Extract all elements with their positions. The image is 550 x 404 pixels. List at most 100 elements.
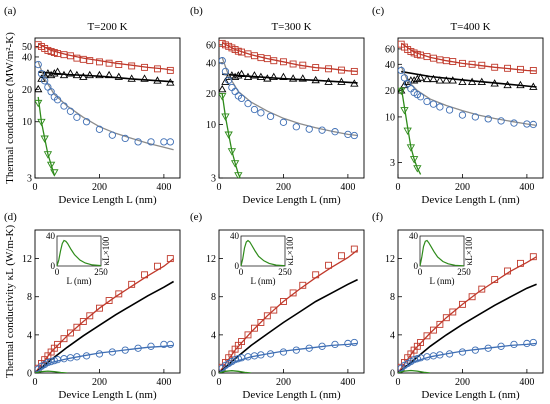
data-point: [37, 118, 46, 127]
x-tick-label: 200: [276, 182, 291, 193]
data-point: [95, 125, 104, 133]
x-tick-label: 0: [217, 182, 222, 193]
plot-frame: [34, 37, 181, 179]
y-tick-label: 20: [22, 85, 32, 96]
panel-label: (d): [4, 211, 17, 223]
data-point: [59, 70, 69, 79]
x-axis-label: Device Length L (nm): [58, 389, 157, 401]
y-tick-label: 3: [27, 174, 32, 185]
fit-line: [398, 342, 537, 373]
inset-x-tick-label: 0: [55, 267, 60, 277]
data-point: [115, 61, 123, 68]
data-point: [86, 312, 94, 320]
data-point: [128, 62, 136, 70]
fit-line: [398, 283, 537, 373]
x-tick-label: 400: [519, 377, 534, 388]
data-point: [50, 69, 59, 77]
data-point: [79, 72, 88, 80]
series-1: [219, 278, 358, 373]
data-point: [166, 138, 174, 146]
data-point: [121, 134, 129, 143]
series-1: [398, 70, 538, 94]
data-point: [423, 332, 431, 340]
data-point: [225, 76, 233, 84]
data-point: [484, 115, 492, 123]
series-0: [398, 40, 537, 74]
data-point: [429, 326, 437, 334]
data-point: [516, 80, 525, 89]
inset-x-tick-label: 250: [457, 267, 471, 277]
data-point: [510, 340, 518, 349]
y-tick-label: 4: [27, 330, 32, 341]
data-point: [350, 245, 358, 253]
data-point: [423, 97, 431, 106]
fit-line: [219, 278, 358, 373]
data-point: [504, 267, 512, 275]
data-point: [404, 80, 412, 88]
data-point: [312, 64, 320, 72]
plot-area: [219, 245, 359, 373]
y-tick-label: 4: [390, 330, 395, 341]
plot-area: [35, 41, 175, 177]
inset-x-label: L (nm): [67, 276, 92, 286]
plot-frame: [218, 229, 365, 374]
inset-y-label: κL×100: [285, 236, 295, 265]
data-point: [47, 357, 55, 366]
data-point: [458, 111, 467, 119]
series-1: [398, 283, 537, 373]
y-tick-label: 10: [206, 120, 216, 131]
data-point: [244, 331, 252, 339]
data-point: [270, 57, 278, 65]
data-point: [269, 72, 278, 81]
data-point: [166, 66, 174, 74]
fit-line: [398, 369, 431, 373]
data-point: [350, 79, 359, 87]
data-point: [409, 76, 419, 84]
data-point: [50, 356, 58, 365]
data-point: [468, 293, 476, 301]
data-point: [79, 318, 87, 325]
y-tick-label: 60: [385, 44, 395, 55]
y-tick-label: 8: [390, 292, 395, 303]
data-point: [221, 113, 230, 121]
data-point: [35, 99, 43, 108]
data-point: [398, 86, 406, 94]
plot-frame: [218, 37, 365, 179]
data-point: [325, 65, 333, 73]
panel-title: T=200 K: [87, 21, 127, 33]
inset-y-label: κL×100: [101, 236, 111, 265]
x-axis-label: Device Length L (nm): [242, 194, 341, 206]
data-point: [234, 172, 243, 178]
data-point: [127, 74, 136, 82]
data-point: [221, 67, 230, 76]
data-point: [46, 161, 56, 170]
x-axis-label: Device Length L (nm): [421, 194, 520, 206]
data-point: [95, 350, 104, 358]
data-point: [471, 113, 479, 121]
x-tick-label: 200: [92, 182, 107, 193]
data-point: [413, 355, 421, 363]
data-point: [305, 125, 313, 133]
data-point: [436, 103, 444, 111]
data-point: [529, 82, 538, 90]
y-axis-label: Thermal conductance (MW/m²-K): [4, 32, 16, 184]
data-point: [398, 87, 406, 96]
plot-area: [398, 40, 538, 175]
fit-line: [221, 42, 358, 73]
plot-area: [35, 255, 175, 373]
data-point: [529, 338, 537, 347]
data-point: [230, 160, 240, 168]
data-point: [490, 79, 499, 87]
data-point: [221, 77, 230, 85]
data-point: [458, 59, 466, 67]
data-point: [66, 329, 74, 337]
y-tick-label: 4: [211, 330, 216, 341]
data-point: [503, 80, 512, 89]
data-point: [429, 100, 438, 108]
data-point: [141, 63, 149, 71]
data-point: [416, 93, 425, 101]
series-2: [35, 60, 174, 151]
data-point: [108, 131, 116, 139]
